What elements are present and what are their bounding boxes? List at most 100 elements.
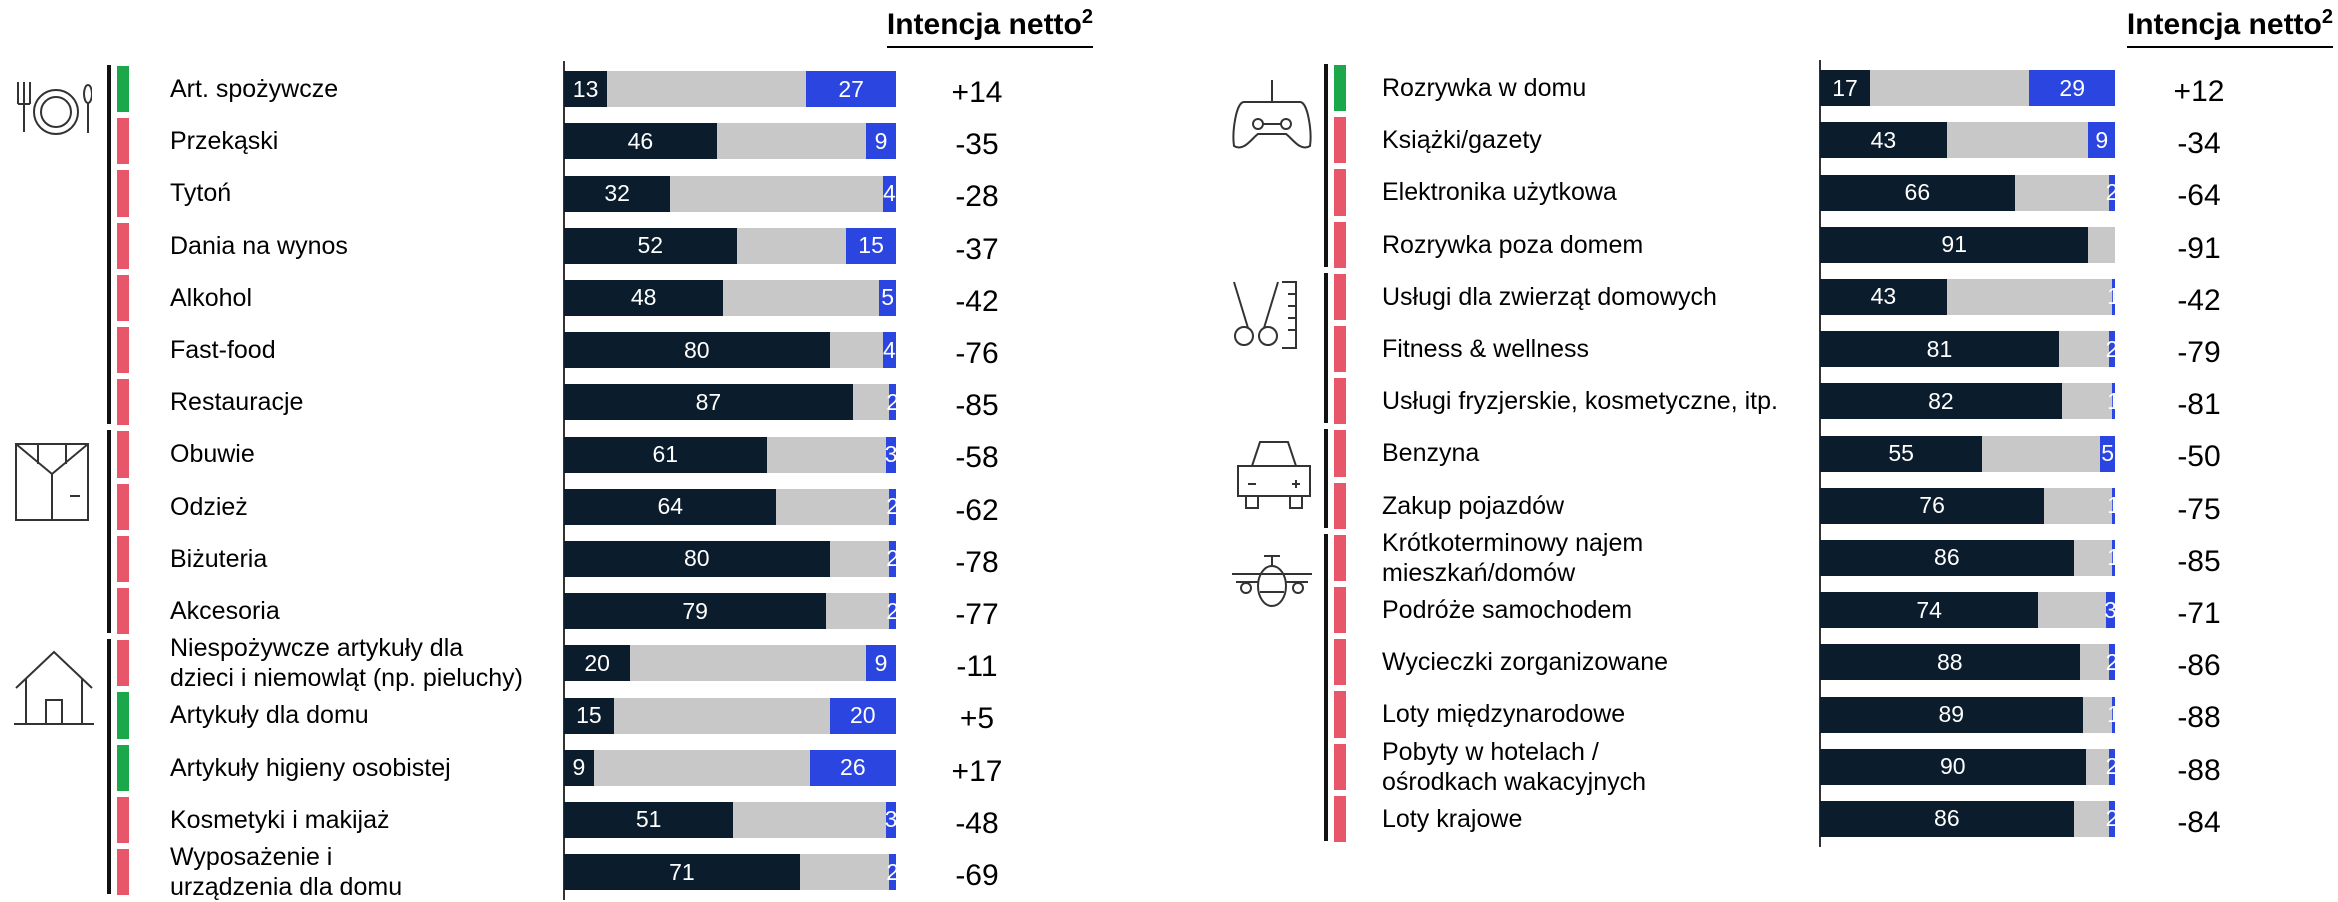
bar-segment <box>2044 487 2113 524</box>
bar-segment: 3 <box>2104 592 2117 629</box>
bar-segment <box>2058 331 2110 368</box>
bar-segment: 2 <box>886 593 900 630</box>
net-label: -88 <box>2177 753 2221 787</box>
bar-segment: 20 <box>564 645 631 682</box>
net-label: -62 <box>955 493 999 527</box>
bar-segment: 26 <box>809 749 896 786</box>
bar-segment: 81 <box>1820 331 2059 368</box>
bar-segment <box>852 384 890 421</box>
category-label: Loty krajowe <box>1382 804 1523 833</box>
segment-label: 3 <box>884 806 898 833</box>
bar-segment: 61 <box>564 436 767 473</box>
bar-segment: 74 <box>1820 592 2039 629</box>
category-indicator <box>117 66 129 113</box>
segment-label: 2 <box>886 858 900 885</box>
category-label: Artykuły higieny osobistej <box>170 753 451 782</box>
bar-segment: 1 <box>2107 539 2120 576</box>
segment-label: 2 <box>886 597 900 624</box>
title-text: Intencja netto <box>886 8 1082 41</box>
clothes-icon <box>15 443 89 521</box>
title-text: Intencja netto <box>2126 8 2322 41</box>
chart-title: Intencja netto2 <box>2126 6 2333 48</box>
bar-segment: 80 <box>564 332 830 369</box>
segment-label: 5 <box>2101 440 2115 466</box>
net-label: -76 <box>955 337 999 370</box>
bar-segment: 4 <box>882 175 896 212</box>
bar-segment <box>593 749 810 786</box>
group-line <box>107 639 111 895</box>
net-label: -69 <box>955 859 999 892</box>
bar-segment: 9 <box>866 123 896 160</box>
car-icon <box>1237 441 1311 509</box>
segment-label: 81 <box>1926 335 1953 362</box>
category-indicator <box>117 588 129 635</box>
net-label: +5 <box>959 702 995 736</box>
category-label: Wycieczki zorganizowane <box>1382 648 1668 677</box>
net-label: +12 <box>2173 75 2225 108</box>
bar-segment <box>670 175 883 212</box>
category-indicator <box>1334 534 1346 581</box>
net-label: -37 <box>955 232 999 266</box>
segment-label: 43 <box>1870 283 1897 310</box>
category-indicator <box>117 222 129 269</box>
bar-segment: 90 <box>1820 748 2086 785</box>
category-indicator <box>1334 326 1346 373</box>
bar-segment: 13 <box>564 71 608 108</box>
net-label: -48 <box>955 806 999 840</box>
segment-label: 27 <box>838 75 864 102</box>
net-label: -64 <box>2177 179 2221 213</box>
bar-segment <box>829 332 883 369</box>
bar-segment <box>2073 539 2113 576</box>
category-indicator <box>1334 639 1346 686</box>
group-line <box>1324 533 1328 841</box>
bar-segment: 9 <box>564 749 594 786</box>
net-label: -34 <box>2177 127 2221 161</box>
segment-label: 2 <box>2105 805 2119 832</box>
category-label: Biżuteria <box>170 544 268 573</box>
bar-segment: 15 <box>564 697 614 734</box>
bar-segment: 1 <box>2107 487 2120 524</box>
segment-label: 9 <box>874 649 888 676</box>
segment-label: 61 <box>652 441 679 467</box>
category-indicator <box>117 744 129 791</box>
bar-segment: 9 <box>866 645 896 682</box>
segment-label: 20 <box>849 702 876 728</box>
segment-label: 2 <box>886 388 900 415</box>
net-label: -35 <box>955 128 999 162</box>
bar-segment: 2 <box>886 488 899 525</box>
bar-segment: 82 <box>1820 383 2062 420</box>
segment-label: 2 <box>2105 179 2119 205</box>
category-indicator <box>117 274 129 321</box>
bar-segment: 80 <box>564 540 830 577</box>
bar-segment: 88 <box>1820 644 2080 681</box>
bar-segment <box>2038 592 2107 629</box>
title-sup: 2 <box>1081 6 1093 28</box>
bar-segment: 1 <box>2107 696 2120 733</box>
category-indicator <box>117 483 129 530</box>
net-label: -71 <box>2177 597 2221 630</box>
segment-label: 74 <box>1916 596 1942 623</box>
bar-segment: 46 <box>564 123 717 160</box>
category-label: Tytoń <box>170 179 232 208</box>
bar-segment: 5 <box>2100 435 2115 472</box>
segment-label: 51 <box>635 806 662 833</box>
bar-segment: 1 <box>2107 383 2120 420</box>
segment-label: 52 <box>637 232 664 259</box>
bar-segment <box>607 71 807 108</box>
segment-label: 9 <box>874 127 888 154</box>
net-label: -81 <box>2177 388 2221 422</box>
bar-segment: 9 <box>2088 122 2115 159</box>
category-label: Kosmetyki i makijaż <box>170 805 390 834</box>
segment-label: 64 <box>657 493 684 520</box>
group-line <box>1324 272 1328 424</box>
bar-segment: 66 <box>1820 174 2015 211</box>
bar-segment <box>723 279 880 316</box>
group-line <box>1324 64 1328 267</box>
bar-segment: 3 <box>884 801 898 838</box>
category-label: Pobyty w hotelach / ośrodkach wakacyjnyc… <box>1382 737 1647 796</box>
net-label: -42 <box>955 284 999 318</box>
bar-segment <box>826 593 890 630</box>
segment-label: 17 <box>1832 74 1858 101</box>
category-indicator <box>117 431 129 478</box>
category-indicator <box>117 535 129 582</box>
